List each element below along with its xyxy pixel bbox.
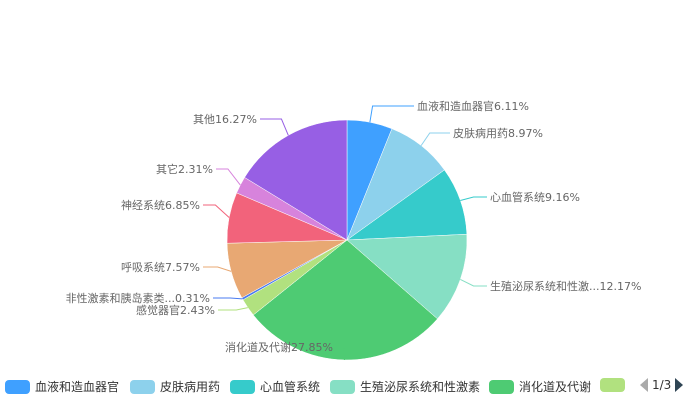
pie-slice[interactable] xyxy=(346,234,468,320)
prev-page-icon[interactable] xyxy=(640,378,648,392)
legend-swatch xyxy=(230,379,255,394)
legend-swatch xyxy=(330,379,355,394)
legend-swatch xyxy=(489,379,514,394)
legend-label: 心血管系统 xyxy=(260,380,321,394)
legend-swatch xyxy=(5,379,30,394)
label-line xyxy=(216,168,241,186)
pie-slice[interactable] xyxy=(252,239,438,361)
legend-label: 消化道及代谢 xyxy=(519,380,592,394)
legend-label: 生殖泌尿系统和性激素 xyxy=(360,380,481,394)
label-line xyxy=(460,196,487,201)
label-line xyxy=(260,118,289,136)
legend-item[interactable] xyxy=(600,378,630,392)
legend: 血液和造血器官 皮肤病用药 心血管系统 生殖泌尿系统和性激素 消化道及代谢 1/… xyxy=(0,378,694,396)
label-line xyxy=(218,307,248,311)
label-line xyxy=(203,204,230,218)
page-indicator: 1/3 xyxy=(652,378,672,392)
slice-label: 非性激素和胰岛素类...0.31% xyxy=(66,291,210,305)
legend-swatch xyxy=(130,379,155,394)
legend-item[interactable]: 心血管系统 xyxy=(230,378,320,395)
legend-pager: 1/3 xyxy=(640,378,684,392)
label-line xyxy=(336,346,345,360)
legend-item[interactable]: 皮肤病用药 xyxy=(130,378,220,395)
label-line xyxy=(460,278,487,287)
slice-label: 感觉器官2.43% xyxy=(136,303,215,317)
label-line xyxy=(369,105,414,123)
pie-chart: 血液和造血器官6.11% 皮肤病用药8.97% 心血管系统9.16% 生殖泌尿系统和性… xyxy=(66,99,641,361)
slice-label: 消化道及代谢27.85% xyxy=(225,340,333,354)
slice-label: 心血管系统9.16% xyxy=(490,190,580,204)
legend-label: 血液和造血器官 xyxy=(35,380,120,394)
next-page-icon[interactable] xyxy=(675,378,684,392)
legend-item[interactable]: 消化道及代谢 xyxy=(489,378,591,395)
slice-label: 皮肤病用药8.97% xyxy=(453,126,543,140)
slice-label: 其它2.31% xyxy=(156,162,213,176)
label-line xyxy=(420,132,450,146)
slice-label: 神经系统6.85% xyxy=(121,198,200,212)
slice-label: 血液和造血器官6.11% xyxy=(417,99,529,113)
label-line xyxy=(203,266,232,272)
slice-label: 生殖泌尿系统和性激...12.17% xyxy=(490,279,641,293)
slice-label: 其他16.27% xyxy=(193,113,257,126)
legend-item[interactable]: 生殖泌尿系统和性激素 xyxy=(330,378,480,395)
slice-label: 呼吸系统7.57% xyxy=(121,261,200,274)
legend-label: 皮肤病用药 xyxy=(160,380,221,394)
label-line xyxy=(213,297,243,300)
legend-item[interactable]: 血液和造血器官 xyxy=(5,378,119,395)
legend-swatch xyxy=(600,378,625,392)
